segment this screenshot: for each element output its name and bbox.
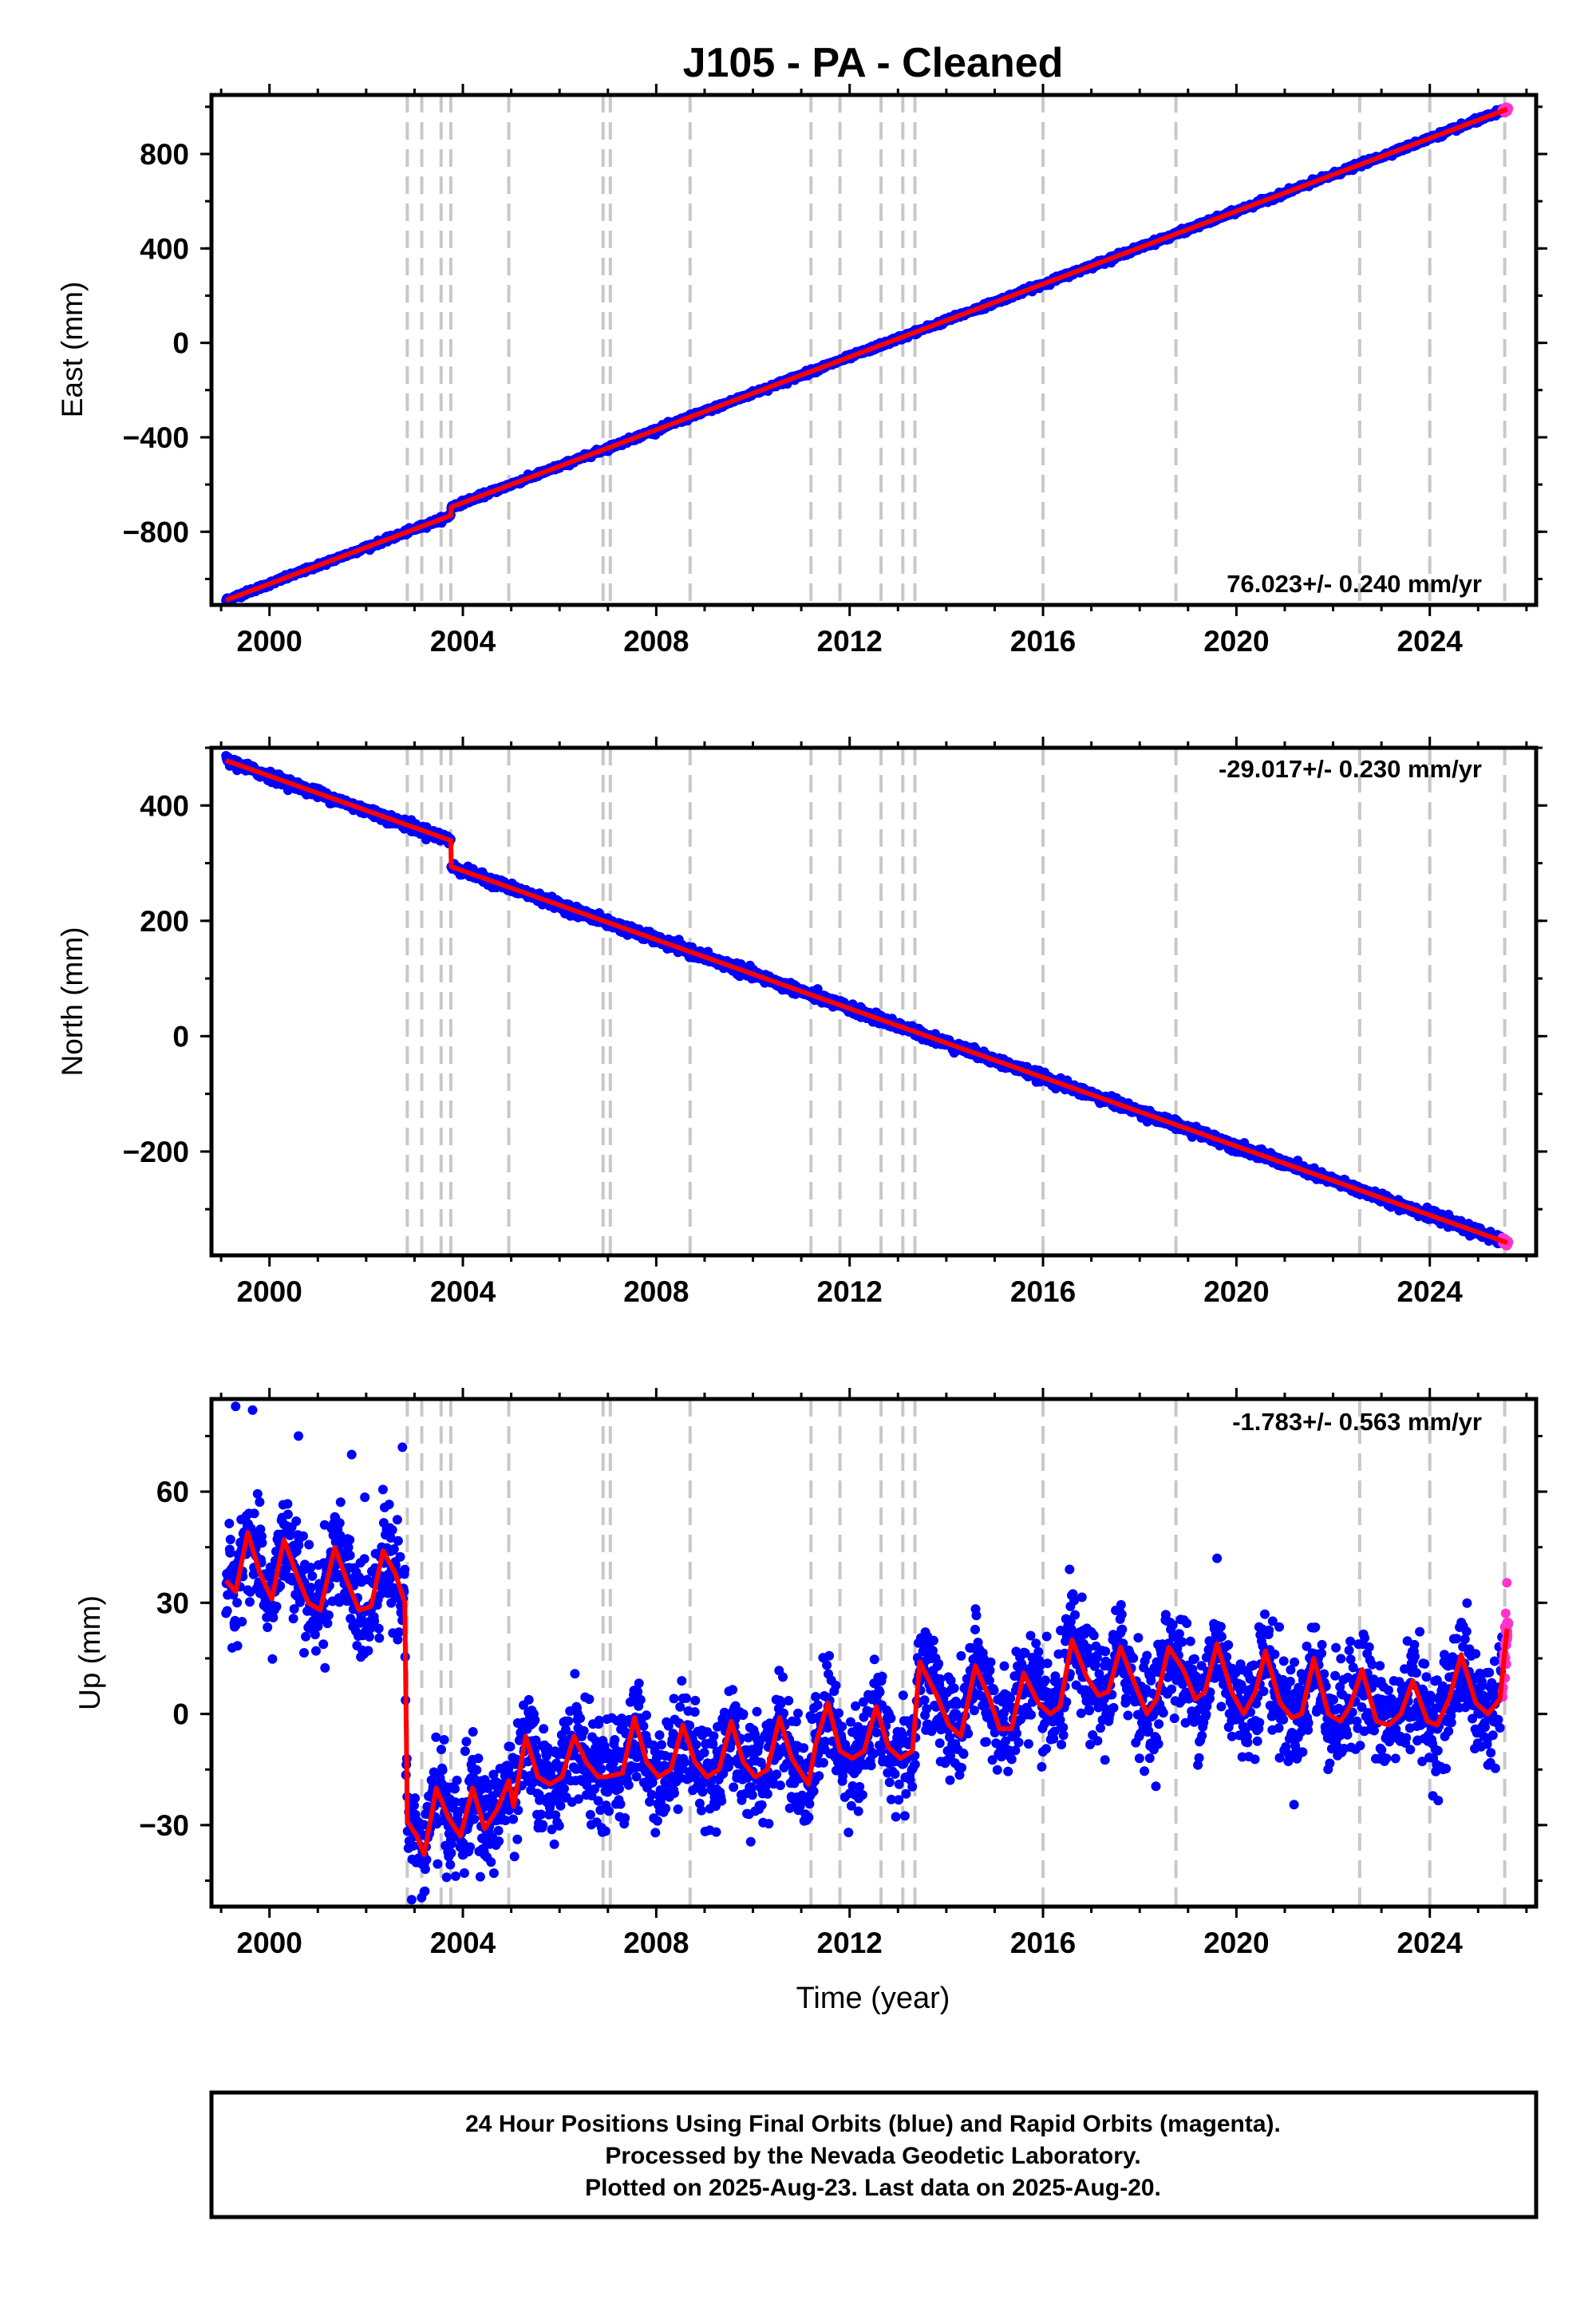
x-tick-label: 2020 xyxy=(1203,625,1269,658)
north-panel: 2000 2004 2008 2012 2016 2020 2024 −2000200400… xyxy=(56,737,1547,1308)
y-tick-label: 400 xyxy=(140,232,189,265)
y-tick-label: 0 xyxy=(172,327,189,360)
y-tick-label: −800 xyxy=(123,516,189,548)
y-tick-label: 800 xyxy=(140,138,189,171)
x-tick-label: 2000 xyxy=(237,625,302,658)
x-tick-label: 2016 xyxy=(1010,625,1076,658)
x-tick-label: 2004 xyxy=(430,625,496,658)
east-panel: 2000 2004 2008 2012 2016 2020 2024 −800 −400 0 40… xyxy=(56,84,1547,658)
x-tick-label: 2024 xyxy=(1397,625,1464,658)
east-axis-label: East (mm) xyxy=(56,282,89,418)
x-tick-label: 2008 xyxy=(623,625,689,658)
chart-title: J105 - PA - Cleaned xyxy=(683,40,1064,86)
y-tick-label: −400 xyxy=(123,421,189,454)
east-rate-label: 76.023+/- 0.240 mm/yr xyxy=(1227,570,1482,598)
x-tick-label: 2012 xyxy=(817,625,883,658)
